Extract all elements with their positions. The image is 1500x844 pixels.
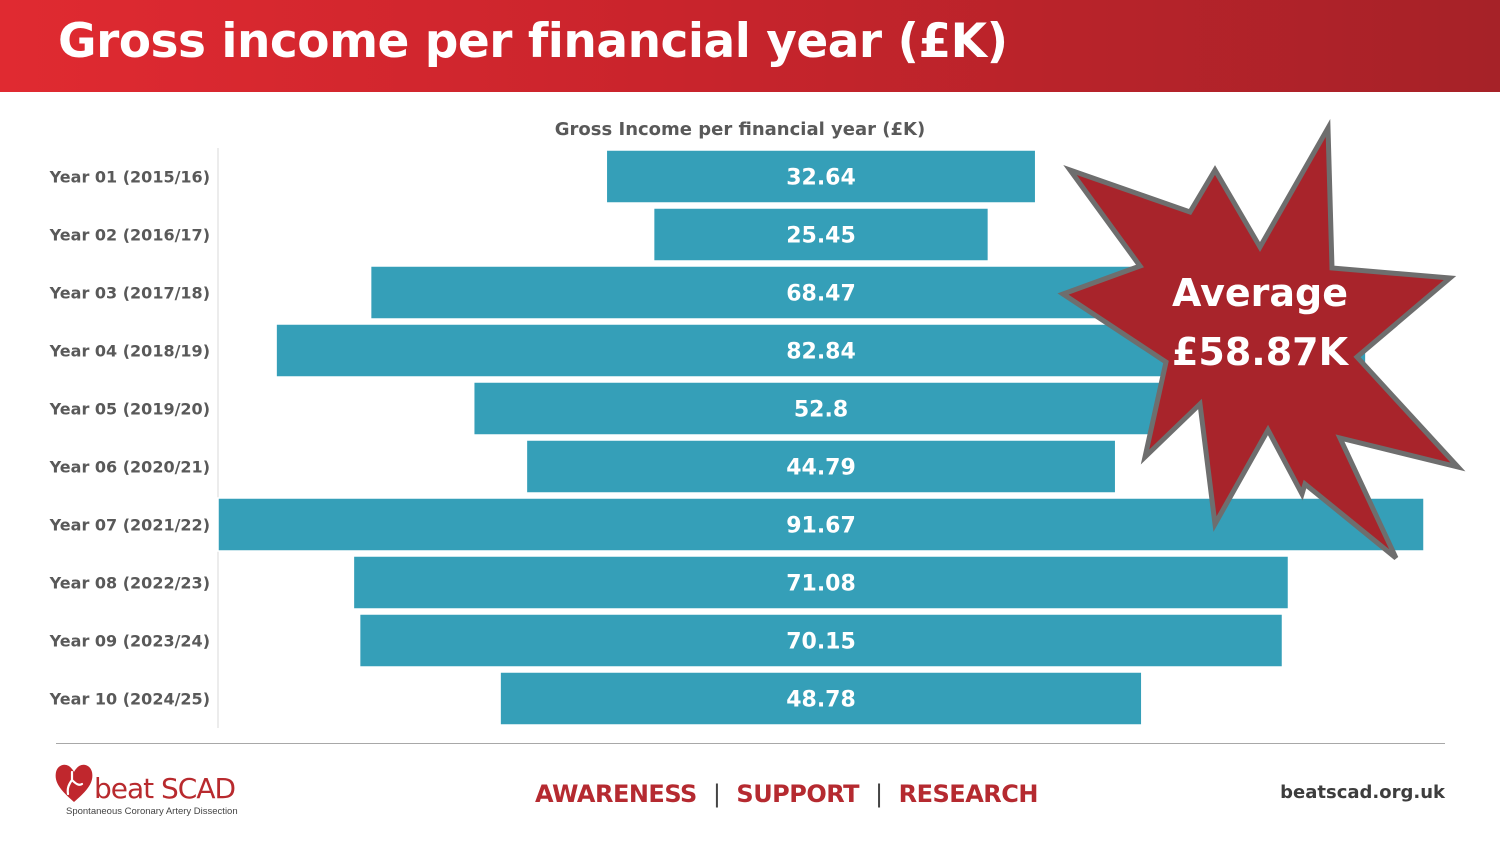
bar-value-label: 68.47 xyxy=(786,282,856,307)
tagline: AWARENESS | SUPPORT | RESEARCH xyxy=(535,778,1038,810)
heart-icon xyxy=(55,764,93,802)
bar-value-label: 44.79 xyxy=(786,456,856,481)
tagline-research: RESEARCH xyxy=(898,780,1039,808)
beat-scad-logo: beat SCAD Spontaneous Coronary Artery Di… xyxy=(52,758,252,820)
bar-value-label: 91.67 xyxy=(786,514,856,539)
bar xyxy=(499,671,1143,726)
income-chart: Gross Income per financial year (£K) Yea… xyxy=(49,119,1466,728)
bar-value-labels: 32.64 25.45 68.47 82.84 52.8 44.79 91.67 71.08 7… xyxy=(786,166,856,713)
average-value: £58.87K xyxy=(1172,330,1350,374)
page-title: Gross income per financial year (£K) xyxy=(58,14,1008,69)
average-callout: Average £58.87K xyxy=(1057,119,1466,560)
tagline-awareness: AWARENESS xyxy=(535,780,697,808)
bar-value-label: 71.08 xyxy=(786,572,856,597)
bar-value-label: 25.45 xyxy=(786,224,856,249)
footer-divider xyxy=(56,743,1445,744)
website-link[interactable]: beatscad.org.uk xyxy=(1280,782,1445,803)
category-label: Year 05 (2019/20) xyxy=(49,400,210,419)
bar xyxy=(525,439,1117,494)
tagline-separator: | xyxy=(875,780,883,808)
bar-value-label: 32.64 xyxy=(786,166,856,191)
brand-subtitle: Spontaneous Coronary Artery Dissection xyxy=(66,806,238,817)
starburst-shape xyxy=(1057,119,1466,560)
bar xyxy=(652,207,990,262)
bar xyxy=(605,149,1037,204)
chart-title: Gross Income per financial year (£K) xyxy=(555,119,925,140)
bar-value-label: 70.15 xyxy=(786,630,856,655)
category-label: Year 01 (2015/16) xyxy=(49,168,210,187)
category-label: Year 08 (2022/23) xyxy=(49,574,210,593)
category-label: Year 07 (2021/22) xyxy=(49,516,210,535)
category-label: Year 06 (2020/21) xyxy=(49,458,210,477)
bar xyxy=(352,555,1290,610)
average-label: Average xyxy=(1172,271,1348,315)
category-label: Year 02 (2016/17) xyxy=(49,226,210,245)
header-banner: Gross income per financial year (£K) xyxy=(0,0,1500,92)
tagline-support: SUPPORT xyxy=(736,780,860,808)
category-label: Year 09 (2023/24) xyxy=(49,632,210,651)
bar xyxy=(358,613,1284,668)
bar-value-label: 48.78 xyxy=(786,688,856,713)
category-label: Year 03 (2017/18) xyxy=(49,284,210,303)
category-label: Year 04 (2018/19) xyxy=(49,342,210,361)
bar-value-label: 82.84 xyxy=(786,340,856,365)
brand-name: beat SCAD xyxy=(94,772,236,805)
category-labels: Year 01 (2015/16) Year 02 (2016/17) Year 0… xyxy=(49,168,210,709)
category-label: Year 10 (2024/25) xyxy=(49,690,210,709)
bar-value-label: 52.8 xyxy=(794,398,848,423)
tagline-separator: | xyxy=(712,780,721,808)
